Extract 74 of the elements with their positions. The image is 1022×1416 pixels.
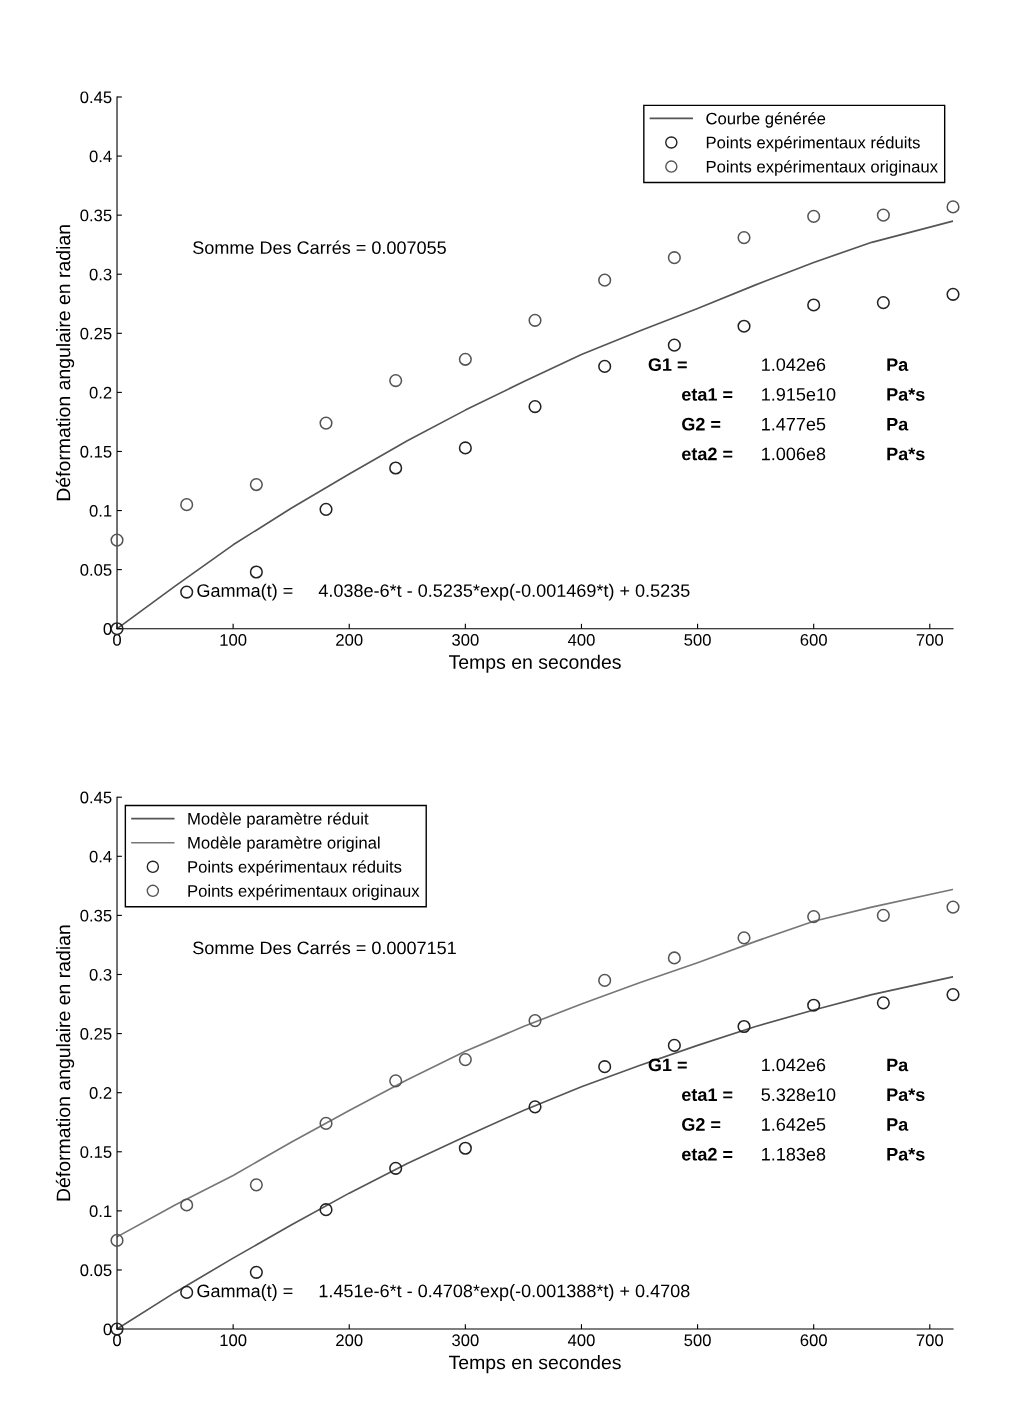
x-tick-label: 0: [113, 634, 121, 646]
annotation: G1 =: [648, 358, 687, 371]
x-axis-title: Temps en secondes: [449, 654, 621, 673]
annotation: G1 =: [648, 1058, 687, 1072]
y-tick-label: 0.05: [80, 564, 112, 576]
annotation: 1.642e5: [762, 1118, 826, 1131]
y-tick-label: 0.35: [80, 909, 112, 922]
annotation: Pa: [887, 417, 909, 431]
annotation: Somme Des Carrés = 0.007055: [193, 240, 446, 255]
y-tick-label: 0.2: [89, 1087, 112, 1099]
x-tick-label: 400: [567, 634, 595, 646]
annotation: eta1 =: [682, 388, 733, 401]
y-tick-label: 0.2: [89, 386, 112, 399]
y-tick-label: 0.15: [80, 445, 112, 458]
x-tick-label: 400: [567, 1334, 595, 1347]
annotation: 1.042e6: [762, 1058, 826, 1072]
legend-label: Modèle paramètre original: [188, 836, 380, 852]
y-tick-label: 0.45: [80, 791, 112, 804]
y-tick-label: 0.35: [80, 209, 112, 222]
y-tick-label: 0.05: [80, 1264, 112, 1277]
annotation: Pa: [887, 1058, 909, 1072]
y-tick-label: 0.25: [80, 1027, 112, 1040]
y-axis-title: Déformation angulaire en radian: [55, 225, 75, 501]
legend-label: Points expérimentaux réduits: [706, 136, 920, 152]
annotation: Pa*s: [887, 1088, 925, 1102]
legend-label: Points expérimentaux originaux: [706, 160, 938, 176]
annotation: Pa: [887, 1118, 909, 1131]
annotation: Pa*s: [887, 447, 925, 461]
x-tick-label: 200: [336, 1334, 363, 1347]
x-tick-label: 600: [800, 1334, 827, 1347]
annotation: 1.183e8: [762, 1147, 826, 1161]
x-tick-label: 700: [916, 1334, 944, 1347]
annotation: Pa: [887, 358, 909, 371]
annotation: 1.042e6: [762, 358, 826, 371]
y-axis-title: Déformation angulaire en radian: [55, 925, 75, 1201]
annotation: G2 =: [682, 1118, 721, 1131]
y-tick-label: 0: [103, 623, 112, 635]
annotation: 1.915e10: [762, 387, 836, 401]
y-tick-label: 0.4: [89, 150, 112, 163]
annotation: Pa*s: [887, 1148, 925, 1161]
annotation: eta1 =: [682, 1088, 733, 1102]
y-tick-label: 0.3: [89, 268, 112, 281]
x-tick-label: 200: [336, 634, 363, 646]
x-tick-label: 300: [452, 634, 479, 646]
annotation: G2 =: [682, 417, 721, 431]
y-tick-label: 0.15: [80, 1146, 112, 1158]
legend-label: Points expérimentaux originaux: [188, 884, 420, 901]
x-tick-label: 100: [220, 634, 247, 646]
y-tick-label: 0.1: [89, 1205, 112, 1218]
y-tick-label: 0.1: [89, 504, 112, 517]
legend-label: Modèle paramètre réduit: [188, 812, 369, 828]
y-tick-label: 0.4: [89, 850, 112, 863]
x-tick-label: 100: [220, 1334, 247, 1347]
legend-label: Points expérimentaux réduits: [188, 860, 402, 877]
legend-label: Courbe générée: [706, 112, 826, 128]
annotation: eta2 =: [682, 1147, 733, 1161]
x-axis-title: Temps en secondes: [449, 1355, 621, 1374]
annotation: 1.477e5: [762, 417, 826, 431]
annotation: eta2 =: [682, 447, 733, 461]
y-tick-label: 0.25: [80, 327, 112, 340]
annotation: 1.006e8: [762, 447, 826, 461]
y-tick-label: 0.45: [80, 91, 112, 104]
annotation: Gamma(t) = 4.038e-6*t - 0.5235*exp(-0.001469*t) + 0.5235: [197, 583, 690, 601]
x-tick-label: 300: [452, 1334, 479, 1347]
x-tick-label: 600: [800, 634, 827, 646]
annotation: Somme Des Carrés = 0.0007151: [193, 940, 456, 955]
y-tick-label: 0: [103, 1323, 112, 1336]
annotation: Gamma(t) = 1.451e-6*t - 0.4708*exp(-0.001388*t) + 0.4708: [197, 1284, 690, 1301]
x-tick-label: 500: [684, 634, 711, 646]
annotation: Pa*s: [887, 388, 925, 401]
x-tick-label: 700: [916, 634, 944, 646]
y-tick-label: 0.3: [89, 968, 112, 981]
annotation: 5.328e10: [761, 1088, 836, 1102]
x-tick-label: 500: [684, 1334, 711, 1347]
